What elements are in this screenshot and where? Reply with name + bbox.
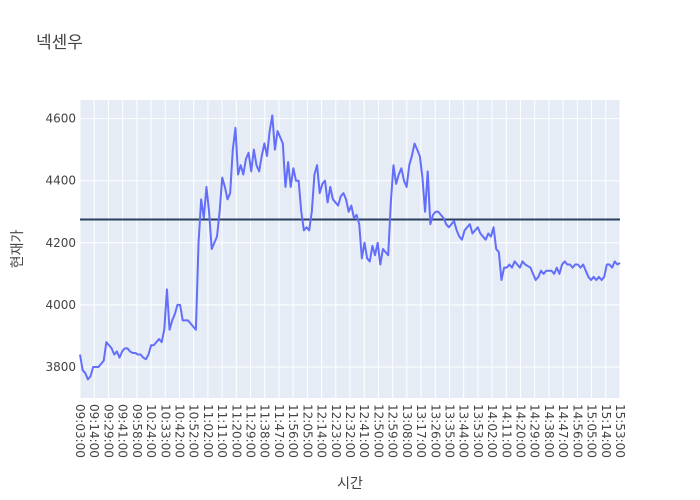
x-tick-label: 11:38:00 bbox=[258, 404, 272, 458]
x-tick-label: 12:41:00 bbox=[357, 404, 371, 458]
x-tick-label: 12:50:00 bbox=[371, 404, 385, 458]
x-tick-label: 10:24:00 bbox=[144, 404, 158, 458]
y-tick-label: 4200 bbox=[45, 236, 76, 250]
x-tick-label: 12:14:00 bbox=[315, 404, 329, 458]
x-tick-label: 10:33:00 bbox=[158, 404, 172, 458]
x-tick-label: 12:05:00 bbox=[300, 404, 314, 458]
x-axis-title: 시간 bbox=[337, 476, 363, 492]
y-tick-label: 4400 bbox=[45, 174, 76, 188]
x-tick-label: 11:02:00 bbox=[201, 404, 215, 458]
y-tick-label: 3800 bbox=[45, 360, 76, 374]
x-tick-label: 14:29:00 bbox=[528, 404, 542, 458]
x-tick-label: 13:53:00 bbox=[471, 404, 485, 458]
chart-title: 넥센우 bbox=[36, 33, 83, 53]
x-tick-label: 11:20:00 bbox=[229, 404, 243, 458]
y-tick-label: 4600 bbox=[45, 112, 76, 126]
x-tick-label: 12:32:00 bbox=[343, 404, 357, 458]
x-tick-label: 12:59:00 bbox=[386, 404, 400, 458]
x-tick-label: 13:35:00 bbox=[442, 404, 456, 458]
x-tick-label: 09:58:00 bbox=[130, 404, 144, 458]
series-line bbox=[79, 114, 621, 381]
x-tick-label: 14:47:00 bbox=[556, 404, 570, 458]
x-tick-label: 14:02:00 bbox=[485, 404, 499, 458]
x-tick-label: 09:14:00 bbox=[87, 404, 101, 458]
x-tick-label: 13:17:00 bbox=[414, 404, 428, 458]
x-tick-label: 09:29:00 bbox=[101, 404, 115, 458]
x-tick-label: 09:03:00 bbox=[73, 404, 87, 458]
x-tick-label: 12:23:00 bbox=[329, 404, 343, 458]
x-tick-label: 11:56:00 bbox=[286, 404, 300, 458]
x-tick-label: 11:29:00 bbox=[244, 404, 258, 458]
x-tick-label: 11:11:00 bbox=[215, 404, 229, 458]
y-axis-title: 현재가 bbox=[10, 230, 26, 269]
x-tick-labels: 09:03:00 09:14:00 09:29:00 09:41:00 09:58:00… bbox=[73, 404, 627, 458]
x-tick-label: 10:52:00 bbox=[187, 404, 201, 458]
y-tick-label: 4000 bbox=[45, 298, 76, 312]
x-tick-label: 14:11:00 bbox=[499, 404, 513, 458]
x-tick-label: 10:42:00 bbox=[172, 404, 186, 458]
y-tick-labels: 3800 4000 4200 4400 4600 bbox=[45, 112, 76, 374]
x-tick-label: 11:47:00 bbox=[272, 404, 286, 458]
x-tick-label: 14:38:00 bbox=[542, 404, 556, 458]
x-tick-label: 15:53:00 bbox=[613, 404, 627, 458]
x-tick-label: 15:05:00 bbox=[585, 404, 599, 458]
x-tick-label: 13:08:00 bbox=[400, 404, 414, 458]
x-tick-label: 13:44:00 bbox=[457, 404, 471, 458]
x-tick-label: 09:41:00 bbox=[116, 404, 130, 458]
x-tick-label: 14:56:00 bbox=[570, 404, 584, 458]
x-tick-label: 15:14:00 bbox=[599, 404, 613, 458]
x-tick-label: 13:26:00 bbox=[428, 404, 442, 458]
x-tick-label: 14:20:00 bbox=[514, 404, 528, 458]
